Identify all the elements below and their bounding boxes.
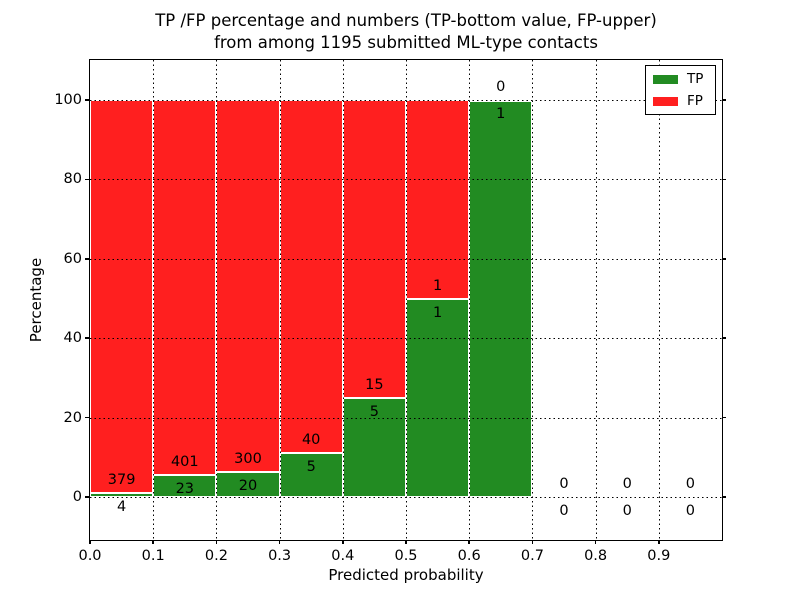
x-tick-mark [89, 540, 91, 544]
x-tick-mark [658, 540, 660, 544]
tp-count-label: 5 [306, 458, 316, 475]
x-gridline [595, 60, 597, 540]
tp-count-label: 20 [238, 478, 258, 495]
x-axis-label: Predicted probability [328, 566, 484, 584]
tp-count-label: 4 [116, 498, 127, 515]
x-gridline [153, 60, 155, 540]
y-tick-mark [85, 496, 89, 498]
fp-count-label: 401 [170, 454, 199, 471]
legend-label: TP [687, 71, 704, 87]
x-tick-mark [342, 540, 344, 544]
x-gridline [532, 60, 534, 540]
fp-bar-segment [216, 100, 280, 473]
y-tick-mark [85, 258, 89, 260]
tp-count-label: 0 [685, 503, 696, 519]
x-tick-mark [278, 540, 281, 544]
fp-bar-segment [90, 100, 154, 493]
y-tick-mark [85, 337, 89, 339]
x-tick-label: 0.9 [647, 548, 671, 564]
y-tick-mark [722, 416, 726, 419]
y-tick-mark [722, 496, 726, 498]
y-tick-label: 80 [63, 171, 82, 188]
x-tick-label: 0.5 [394, 548, 418, 564]
fp-count-label: 0 [685, 476, 696, 492]
x-gridline [216, 60, 218, 540]
tp-count-label: 1 [432, 304, 443, 321]
fp-count-label: 0 [496, 79, 506, 96]
plot-area: 379 4 401 23 300 20 40 5 15 5 1 1 0 1 0 0 0 0 0 0 0 20 40 60 80 1… [54, 60, 726, 564]
fp-bar-segment [279, 100, 343, 453]
x-tick-mark [531, 540, 534, 544]
chart-title-line1: TP /FP percentage and numbers (TP-bottom… [155, 11, 657, 30]
x-tick-label: 0.7 [520, 548, 544, 564]
x-gridline [469, 60, 471, 540]
tp-count-label: 0 [559, 503, 569, 519]
fp-bar-segment [406, 100, 470, 299]
y-tick-label: 100 [54, 92, 82, 109]
tp-bar-segment [406, 298, 470, 497]
tp-count-label: 23 [175, 481, 195, 498]
legend-entry-fp: FP [646, 90, 715, 112]
x-tick-label: 0.0 [78, 548, 102, 564]
y-tick-mark [722, 258, 726, 260]
tp-bar-segment [90, 492, 154, 497]
y-tick-label: 40 [63, 330, 82, 347]
x-tick-label: 0.4 [331, 548, 355, 564]
tp-count-label: 1 [496, 106, 506, 123]
x-tick-label: 0.2 [204, 548, 228, 564]
fp-count-label: 0 [559, 476, 569, 492]
x-gridline [406, 60, 407, 540]
fp-count-label: 300 [234, 451, 262, 468]
legend-entry-tp: TP [646, 68, 715, 90]
tp-bar-segment [279, 452, 343, 497]
fp-count-label: 1 [432, 277, 443, 294]
fp-bar-segment [153, 100, 217, 476]
x-tick-mark [215, 540, 218, 544]
y-tick-label: 20 [63, 409, 82, 426]
x-tick-label: 0.1 [141, 548, 165, 564]
tp-bar-segment [216, 472, 280, 497]
tp-bar-segment [469, 100, 533, 497]
x-tick-mark [468, 540, 470, 544]
x-gridline [279, 60, 281, 540]
tp-swatch-icon [653, 74, 678, 84]
y-tick-mark [722, 337, 726, 339]
fp-count-label: 379 [107, 471, 136, 488]
y-tick-mark [722, 178, 726, 181]
fp-count-label: 40 [301, 431, 321, 448]
chart-title-line2: from among 1195 submitted ML-type contac… [214, 33, 598, 52]
y-tick-mark [722, 99, 726, 101]
y-tick-mark [85, 99, 89, 101]
x-tick-label: 0.6 [457, 548, 481, 564]
y-tick-mark [85, 416, 89, 419]
x-tick-label: 0.8 [584, 548, 608, 564]
legend: TP FP [645, 65, 716, 115]
y-tick-mark [85, 178, 89, 181]
fp-bar-segment [342, 100, 406, 398]
legend-label: FP [687, 93, 703, 109]
tp-count-label: 5 [369, 403, 380, 420]
y-tick-label: 60 [63, 250, 82, 267]
fp-count-label: 15 [365, 376, 384, 393]
x-gridline [658, 60, 660, 540]
x-tick-mark [594, 540, 597, 544]
y-tick-label: 0 [72, 489, 82, 505]
x-tick-mark [405, 540, 407, 544]
x-gridline [342, 60, 344, 540]
chart-title: TP /FP percentage and numbers (TP-bottom… [90, 10, 722, 54]
x-tick-label: 0.3 [268, 548, 292, 564]
fp-swatch-icon [653, 96, 678, 106]
fp-count-label: 0 [622, 476, 632, 492]
tp-count-label: 0 [622, 503, 632, 519]
x-tick-mark [152, 540, 154, 544]
